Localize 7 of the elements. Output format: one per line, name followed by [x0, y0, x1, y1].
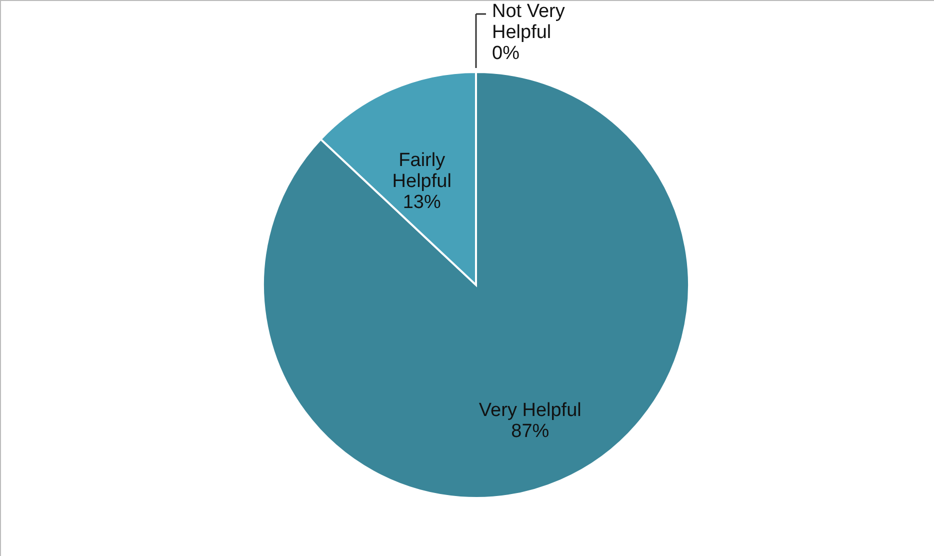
data-label: 87%	[511, 421, 550, 442]
legend-label: Not Very Helpful	[492, 1, 566, 43]
pie-slice	[262, 71, 690, 499]
data-label: 13%	[402, 192, 441, 213]
slice-label: Very Helpful	[478, 400, 582, 422]
text: 0%	[492, 43, 520, 64]
slice-label: Fairly Helpful	[392, 150, 452, 192]
